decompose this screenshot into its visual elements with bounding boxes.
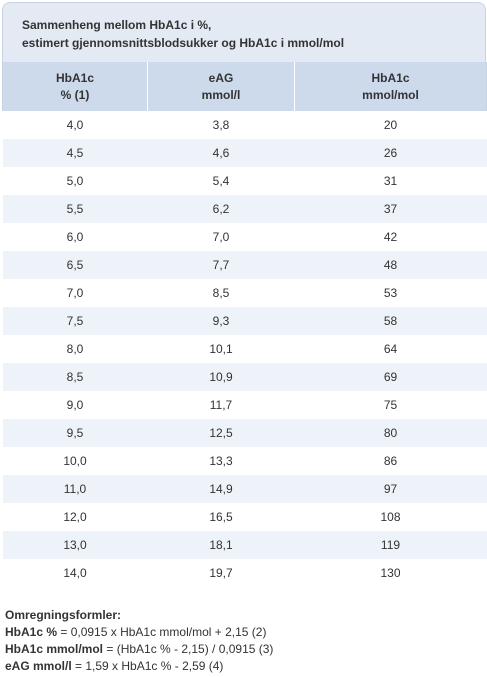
formula-text: = 1,59 x HbA1c % - 2,59 (4) — [71, 659, 224, 673]
cell-hba1c-percent: 11,0 — [2, 475, 148, 503]
table-row: 11,0 14,9 97 — [2, 475, 487, 503]
table-row: 7,5 9,3 58 — [2, 307, 487, 335]
table-row: 8,0 10,1 64 — [2, 335, 487, 363]
cell-hba1c-mmol: 75 — [294, 391, 487, 419]
table-row: 4,5 4,6 26 — [2, 139, 487, 167]
caption-line-1: Sammenheng mellom HbA1c i %, — [22, 18, 212, 32]
cell-hba1c-percent: 6,5 — [2, 251, 148, 279]
cell-hba1c-mmol: 108 — [294, 503, 487, 531]
column-header-line: mmol/l — [201, 87, 241, 102]
table-row: 4,0 3,8 20 — [2, 111, 487, 139]
cell-eag-mmol: 11,7 — [147, 391, 295, 419]
formulas-title: Omregningsformler: — [5, 607, 273, 624]
cell-hba1c-percent: 5,0 — [2, 167, 148, 195]
cell-hba1c-percent: 7,0 — [2, 279, 148, 307]
cell-eag-mmol: 9,3 — [147, 307, 295, 335]
cell-hba1c-percent: 9,5 — [2, 419, 148, 447]
column-header-line: eAG — [208, 70, 234, 85]
table-row: 9,0 11,7 75 — [2, 391, 487, 419]
table-caption: Sammenheng mellom HbA1c i %, estimert gj… — [2, 2, 486, 62]
column-header-hba1c-mmol: HbA1c mmol/mol — [294, 62, 487, 111]
cell-hba1c-mmol: 130 — [294, 559, 487, 587]
cell-hba1c-mmol: 48 — [294, 251, 487, 279]
cell-hba1c-percent: 9,0 — [2, 391, 148, 419]
cell-eag-mmol: 10,9 — [147, 363, 295, 391]
cell-hba1c-percent: 12,0 — [2, 503, 148, 531]
header-row: HbA1c % (1) eAG mmol/l HbA1c mmol/mol — [2, 62, 487, 111]
cell-hba1c-mmol: 20 — [294, 111, 487, 139]
cell-hba1c-percent: 8,5 — [2, 363, 148, 391]
table-row: 7,0 8,5 53 — [2, 279, 487, 307]
cell-eag-mmol: 7,0 — [147, 223, 295, 251]
formula-line: eAG mmol/l = 1,59 x HbA1c % - 2,59 (4) — [5, 658, 273, 675]
cell-eag-mmol: 4,6 — [147, 139, 295, 167]
cell-eag-mmol: 8,5 — [147, 279, 295, 307]
cell-eag-mmol: 14,9 — [147, 475, 295, 503]
cell-hba1c-mmol: 31 — [294, 167, 487, 195]
formulas-title-text: Omregningsformler: — [5, 608, 122, 622]
cell-hba1c-mmol: 119 — [294, 531, 487, 559]
table-header: HbA1c % (1) eAG mmol/l HbA1c mmol/mol — [2, 62, 487, 111]
column-header-eag: eAG mmol/l — [147, 62, 295, 111]
cell-hba1c-mmol: 64 — [294, 335, 487, 363]
cell-hba1c-mmol: 86 — [294, 447, 487, 475]
formula-label: HbA1c mmol/mol — [5, 642, 104, 656]
cell-hba1c-mmol: 37 — [294, 195, 487, 223]
table-row: 5,0 5,4 31 — [2, 167, 487, 195]
caption-line-2: estimert gjennomsnittsblodsukker og HbA1… — [22, 36, 345, 50]
cell-hba1c-percent: 13,0 — [2, 531, 148, 559]
cell-hba1c-mmol: 58 — [294, 307, 487, 335]
cell-eag-mmol: 12,5 — [147, 419, 295, 447]
cell-hba1c-percent: 8,0 — [2, 335, 148, 363]
cell-hba1c-percent: 10,0 — [2, 447, 148, 475]
cell-eag-mmol: 6,2 — [147, 195, 295, 223]
cell-hba1c-mmol: 69 — [294, 363, 487, 391]
table-row: 12,0 16,5 108 — [2, 503, 487, 531]
column-header-line: HbA1c — [55, 70, 94, 85]
formula-text: = 0,0915 x HbA1c mmol/mol + 2,15 (2) — [57, 625, 267, 639]
cell-hba1c-mmol: 80 — [294, 419, 487, 447]
cell-hba1c-mmol: 26 — [294, 139, 487, 167]
cell-eag-mmol: 5,4 — [147, 167, 295, 195]
column-header-line: mmol/mol — [362, 87, 419, 102]
column-header-hba1c-percent: HbA1c % (1) — [2, 62, 148, 111]
cell-eag-mmol: 16,5 — [147, 503, 295, 531]
formula-label: HbA1c % — [5, 625, 58, 639]
formula-line: HbA1c % = 0,0915 x HbA1c mmol/mol + 2,15… — [5, 624, 273, 641]
table-row: 10,0 13,3 86 — [2, 447, 487, 475]
cell-eag-mmol: 3,8 — [147, 111, 295, 139]
cell-hba1c-percent: 5,5 — [2, 195, 148, 223]
cell-eag-mmol: 18,1 — [147, 531, 295, 559]
conversion-formulas: Omregningsformler: HbA1c % = 0,0915 x Hb… — [5, 607, 273, 675]
table-row: 5,5 6,2 37 — [2, 195, 487, 223]
table-row: 13,0 18,1 119 — [2, 531, 487, 559]
cell-eag-mmol: 19,7 — [147, 559, 295, 587]
formula-label: eAG mmol/l — [5, 659, 72, 673]
table-row: 9,5 12,5 80 — [2, 419, 487, 447]
cell-eag-mmol: 7,7 — [147, 251, 295, 279]
cell-hba1c-percent: 4,5 — [2, 139, 148, 167]
cell-hba1c-percent: 7,5 — [2, 307, 148, 335]
cell-eag-mmol: 10,1 — [147, 335, 295, 363]
table-body: 4,0 3,8 20 4,5 4,6 26 5,0 5,4 31 5,5 6,2 37 6,0 7,0 42… — [2, 111, 487, 587]
table-row: 6,0 7,0 42 — [2, 223, 487, 251]
cell-hba1c-mmol: 97 — [294, 475, 487, 503]
cell-hba1c-percent: 6,0 — [2, 223, 148, 251]
cell-eag-mmol: 13,3 — [147, 447, 295, 475]
table-row: 14,0 19,7 130 — [2, 559, 487, 587]
cell-hba1c-percent: 14,0 — [2, 559, 148, 587]
table-row: 6,5 7,7 48 — [2, 251, 487, 279]
cell-hba1c-mmol: 53 — [294, 279, 487, 307]
conversion-table: HbA1c % (1) eAG mmol/l HbA1c mmol/mol 4,… — [2, 62, 487, 587]
column-header-line: % (1) — [60, 87, 90, 102]
table-row: 8,5 10,9 69 — [2, 363, 487, 391]
formula-line: HbA1c mmol/mol = (HbA1c % - 2,15) / 0,09… — [5, 641, 273, 658]
column-header-line: HbA1c — [371, 70, 410, 85]
formula-text: = (HbA1c % - 2,15) / 0,0915 (3) — [103, 642, 274, 656]
cell-hba1c-percent: 4,0 — [2, 111, 148, 139]
cell-hba1c-mmol: 42 — [294, 223, 487, 251]
